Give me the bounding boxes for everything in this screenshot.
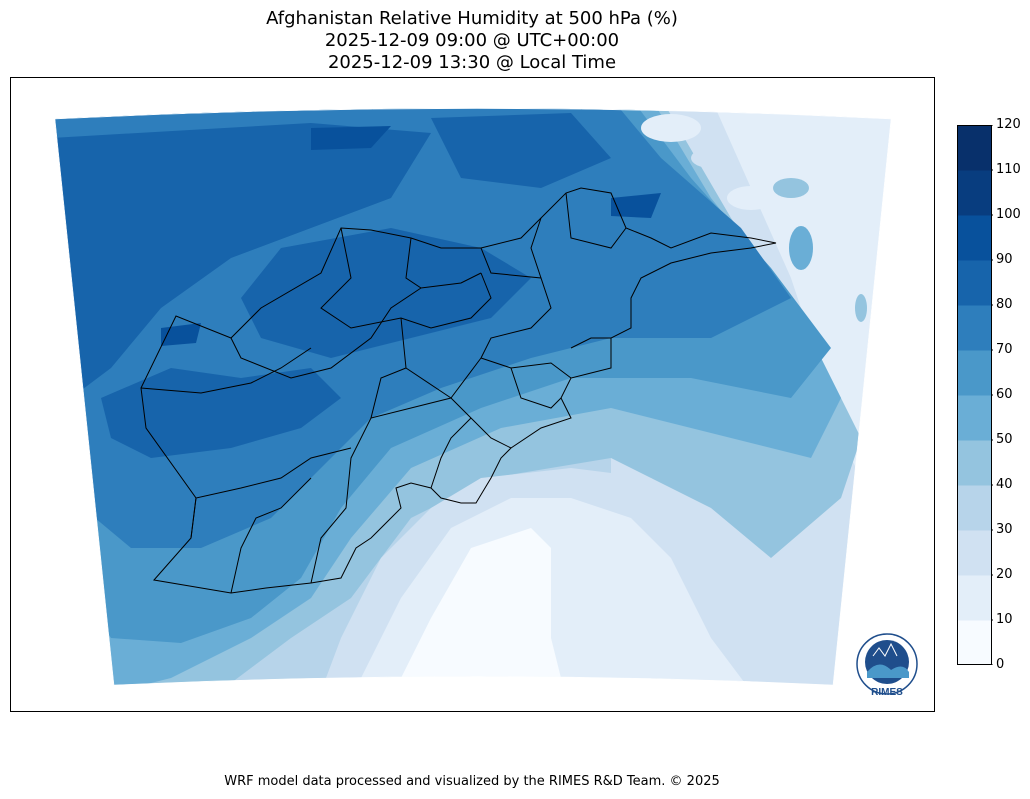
colorbar-tick-label: 60 <box>996 387 1013 402</box>
colorbar-band <box>957 215 992 261</box>
colorbar-band <box>957 575 992 621</box>
colorbar-tick-label: 100 <box>996 207 1021 222</box>
colorbar-tick-label: 70 <box>996 342 1013 357</box>
colorbar-band <box>957 440 992 486</box>
domain-edge <box>54 108 892 686</box>
colorbar-band <box>957 170 992 216</box>
map-title: Afghanistan Relative Humidity at 500 hPa… <box>266 8 678 29</box>
colorbar-tick-label: 40 <box>996 477 1013 492</box>
utc-time-label: 2025-12-09 09:00 @ UTC+00:00 <box>324 30 620 51</box>
colorbar-band <box>957 395 992 441</box>
colorbar-band <box>957 260 992 306</box>
colorbar-tick-label: 10 <box>996 612 1013 627</box>
colorbar-scale <box>957 125 993 665</box>
colorbar-tick-label: 0 <box>996 657 1005 672</box>
credit-footer: WRF model data processed and visualized … <box>224 774 720 789</box>
humidity-map: RIMES <box>54 108 918 698</box>
colorbar-band <box>957 305 992 351</box>
colorbar-tick-label: 50 <box>996 432 1013 447</box>
colorbar-tick-label: 110 <box>996 162 1021 177</box>
colorbar-tick-label: 30 <box>996 522 1013 537</box>
rimes-logo-text: RIMES <box>871 687 903 698</box>
colorbar-band <box>957 530 992 576</box>
colorbar-band <box>957 620 992 665</box>
colorbar-tick-label: 90 <box>996 252 1013 267</box>
humidity-field <box>55 108 891 685</box>
map-panel: RIMES <box>10 77 935 712</box>
rimes-logo: RIMES <box>856 633 918 698</box>
colorbar-band <box>957 350 992 396</box>
colorbar: 0 10 20 30 40 50 60 70 80 90 100 110 120 <box>957 118 1027 672</box>
colorbar-tick-label: 20 <box>996 567 1013 582</box>
province-boundaries <box>140 187 777 594</box>
colorbar-band <box>957 485 992 531</box>
colorbar-tick-label: 80 <box>996 297 1013 312</box>
colorbar-band <box>957 125 992 171</box>
colorbar-tick-label: 120 <box>996 117 1021 132</box>
local-time-label: 2025-12-09 13:30 @ Local Time <box>327 52 617 73</box>
